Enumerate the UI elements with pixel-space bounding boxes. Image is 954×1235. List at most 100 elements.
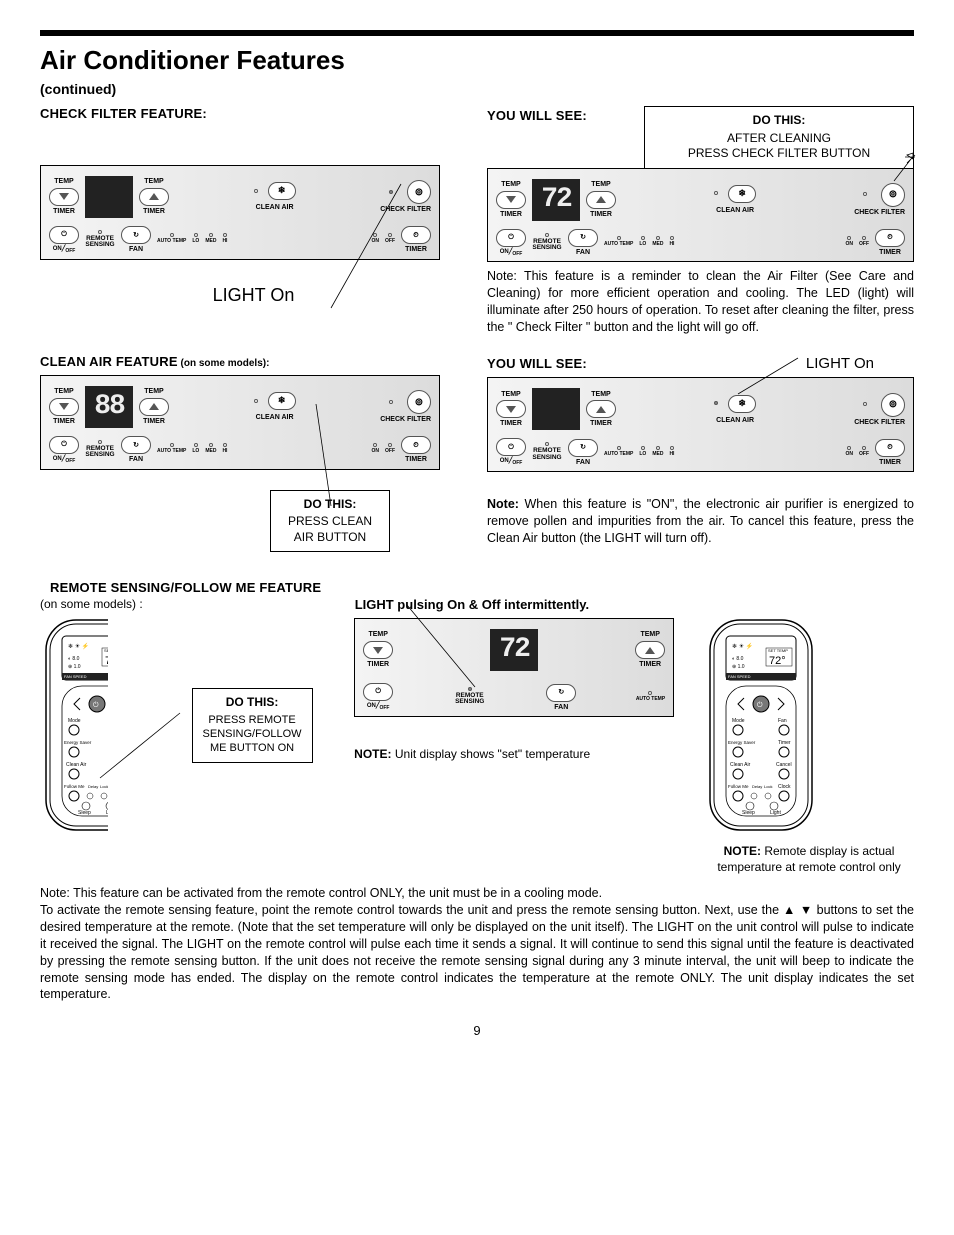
temp-down-button[interactable] <box>49 188 79 206</box>
clean-air-button[interactable]: ❄ <box>728 395 756 413</box>
temp-down-button[interactable] <box>49 398 79 416</box>
power-button[interactable]: ⏻ <box>496 438 526 456</box>
label-temp: TEMP <box>49 178 79 186</box>
timer-button[interactable]: ⏲ <box>875 229 905 247</box>
power-button[interactable]: ⏻ <box>49 226 79 244</box>
svg-text:Lock: Lock <box>764 784 772 789</box>
label-remote-sensing: REMOTE SENSING <box>453 693 487 706</box>
label-temp: TEMP <box>496 391 526 399</box>
label-fan: FAN <box>568 249 598 257</box>
callout-body: PRESS CLEAN AIR BUTTON <box>281 514 379 545</box>
note-remote-bottom-2: To activate the remote sensing feature, … <box>40 902 914 1003</box>
timer-dots: ON OFF <box>846 236 870 248</box>
power-button[interactable]: ⏻ <box>363 683 393 701</box>
svg-text:Follow Me: Follow Me <box>64 784 85 789</box>
label-onoff: ON╱OFF <box>496 249 526 258</box>
svg-text:Mode: Mode <box>68 718 81 724</box>
svg-text:72°: 72° <box>769 655 786 667</box>
label-remote-sensing: REMOTE SENSING <box>532 239 562 252</box>
heading-remote-sensing: REMOTE SENSING/FOLLOW ME FEATURE <box>50 580 914 597</box>
callout-body: PRESS REMOTE SENSING/FOLLOW ME BUTTON ON <box>203 713 302 756</box>
svg-text:FAN SPEED: FAN SPEED <box>64 674 87 679</box>
svg-text:Clean Air: Clean Air <box>730 762 751 768</box>
fan-button[interactable]: ↻ <box>121 226 151 244</box>
label-remote-sensing: REMOTE SENSING <box>85 236 115 249</box>
temp-down-button[interactable] <box>496 400 526 418</box>
label-temp: TEMP <box>586 391 616 399</box>
caption-light-on: LIGHT On <box>40 284 467 307</box>
fan-button[interactable]: ↻ <box>568 439 598 457</box>
check-filter-button[interactable]: ⊚ <box>407 390 431 414</box>
label-timer: TIMER <box>496 420 526 428</box>
control-panel-check-filter-right: TEMPTIMER 72 TEMPTIMER ❄CLEAN AIR ⊚CHECK… <box>487 168 914 263</box>
temp-down-button[interactable] <box>496 191 526 209</box>
note-remote-bottom-1: Note: This feature can be activated from… <box>40 885 914 902</box>
svg-text:FAN SPEED: FAN SPEED <box>728 674 751 679</box>
clean-air-button[interactable]: ❄ <box>268 182 296 200</box>
note-clean-air: Note: When this feature is "ON", the ele… <box>487 496 914 547</box>
svg-text:❄ ☀ ⚡: ❄ ☀ ⚡ <box>68 642 89 650</box>
temp-up-button[interactable] <box>139 188 169 206</box>
heading-you-will-see-2: YOU WILL SEE: <box>487 356 587 373</box>
label-light-on-2: LIGHT On <box>806 354 874 374</box>
label-timer: TIMER <box>875 249 905 257</box>
label-timer: TIMER <box>875 459 905 467</box>
timer-button[interactable]: ⏲ <box>401 226 431 244</box>
check-filter-light <box>389 190 393 194</box>
fan-button[interactable]: ↻ <box>568 229 598 247</box>
temp-down-button[interactable] <box>363 641 393 659</box>
power-button[interactable]: ⏻ <box>496 229 526 247</box>
heading-check-filter: CHECK FILTER FEATURE: <box>40 106 467 123</box>
label-clean-air: CLEAN AIR <box>714 417 756 425</box>
svg-text:❄ ☀ ⚡: ❄ ☀ ⚡ <box>732 642 753 650</box>
remote-control-left: ❄ ☀ ⚡ ◐ 8.0 ⊕ 1.0 SET TEMP 72° FAN SPEED… <box>40 618 108 833</box>
label-onoff: ON╱OFF <box>363 703 393 712</box>
label-fan: FAN <box>121 246 151 254</box>
svg-text:⏻: ⏻ <box>757 701 763 709</box>
svg-text:Sleep: Sleep <box>742 810 755 816</box>
remote-control-right: ❄ ☀ ⚡ ◐ 8.0 ⊕ 1.0 SET TEMP 72° FAN SPEED… <box>704 618 819 833</box>
svg-text:Clock: Clock <box>778 784 791 790</box>
svg-text:Follow Me: Follow Me <box>728 784 749 789</box>
label-timer: TIMER <box>363 661 393 669</box>
temp-up-button[interactable] <box>586 191 616 209</box>
callout-title: DO THIS: <box>281 497 379 513</box>
svg-text:⊕ 1.0: ⊕ 1.0 <box>68 664 81 670</box>
display-72: 72 <box>490 629 538 671</box>
svg-text:Fan: Fan <box>778 718 787 724</box>
label-temp: TEMP <box>49 388 79 396</box>
label-timer: TIMER <box>401 246 431 254</box>
svg-text:Delay: Delay <box>88 784 98 789</box>
clean-air-button[interactable]: ❄ <box>728 185 756 203</box>
callout-title: DO THIS: <box>655 113 903 129</box>
callout-title: DO THIS: <box>203 695 302 711</box>
display-72: 72 <box>532 179 580 221</box>
callout-do-this-3: DO THIS: PRESS REMOTE SENSING/FOLLOW ME … <box>192 688 313 762</box>
label-onoff: ON╱OFF <box>49 456 79 465</box>
clean-air-button[interactable]: ❄ <box>268 392 296 410</box>
svg-text:Light: Light <box>106 810 108 816</box>
label-timer: TIMER <box>49 208 79 216</box>
fan-button[interactable]: ↻ <box>546 684 576 702</box>
check-filter-button[interactable]: ⊚ <box>881 393 905 417</box>
fan-speed-dots: AUTO TEMP LO MED HI <box>604 236 674 248</box>
svg-text:Light: Light <box>770 810 781 816</box>
fan-button[interactable]: ↻ <box>121 436 151 454</box>
power-button[interactable]: ⏻ <box>49 436 79 454</box>
label-timer: TIMER <box>139 208 169 216</box>
timer-button[interactable]: ⏲ <box>875 439 905 457</box>
temp-up-button[interactable] <box>586 400 616 418</box>
svg-text:◐ 8.0: ◐ 8.0 <box>732 656 744 662</box>
svg-text:Sleep: Sleep <box>78 810 91 816</box>
check-filter-button[interactable]: ⊚ <box>407 180 431 204</box>
header-rule <box>40 30 914 36</box>
svg-text:⏻: ⏻ <box>93 701 99 709</box>
temp-up-button[interactable] <box>635 641 665 659</box>
timer-dots: ON OFF <box>846 446 870 458</box>
svg-text:Clean Air: Clean Air <box>66 762 87 768</box>
finger-press-icon <box>889 151 919 191</box>
temp-up-button[interactable] <box>139 398 169 416</box>
svg-text:SET TEMP: SET TEMP <box>104 648 108 653</box>
label-check-filter: CHECK FILTER <box>854 419 905 427</box>
timer-button[interactable]: ⏲ <box>401 436 431 454</box>
